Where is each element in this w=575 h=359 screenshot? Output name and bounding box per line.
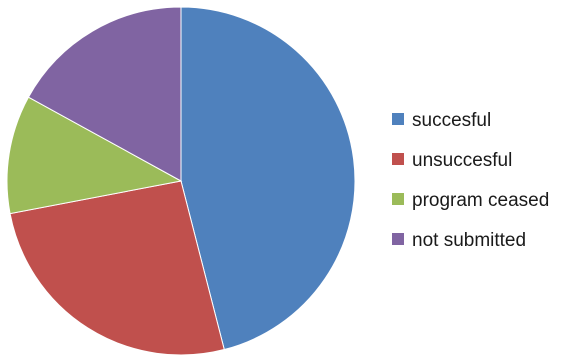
legend-label: unsuccesful bbox=[412, 150, 512, 171]
legend-item: unsuccesful bbox=[392, 150, 512, 171]
legend-label: succesful bbox=[412, 110, 491, 131]
legend-item: not submitted bbox=[392, 230, 526, 251]
pie-slice-unsuccesful bbox=[9, 180, 225, 356]
pie-slice-not-submitted bbox=[27, 6, 182, 182]
pie-slices bbox=[6, 6, 356, 356]
legend-swatch bbox=[392, 193, 404, 205]
legend-label: not submitted bbox=[412, 230, 526, 251]
legend-swatch bbox=[392, 113, 404, 125]
legend-label: program ceased bbox=[412, 190, 549, 211]
pie-slice-succesful bbox=[180, 6, 356, 351]
legend-item: succesful bbox=[392, 110, 491, 131]
legend-swatch bbox=[392, 153, 404, 165]
pie-slice-program-ceased bbox=[6, 96, 183, 215]
legend-item: program ceased bbox=[392, 190, 549, 211]
legend: succesful unsuccesful program ceased not su… bbox=[392, 110, 549, 251]
legend-swatch bbox=[392, 233, 404, 245]
